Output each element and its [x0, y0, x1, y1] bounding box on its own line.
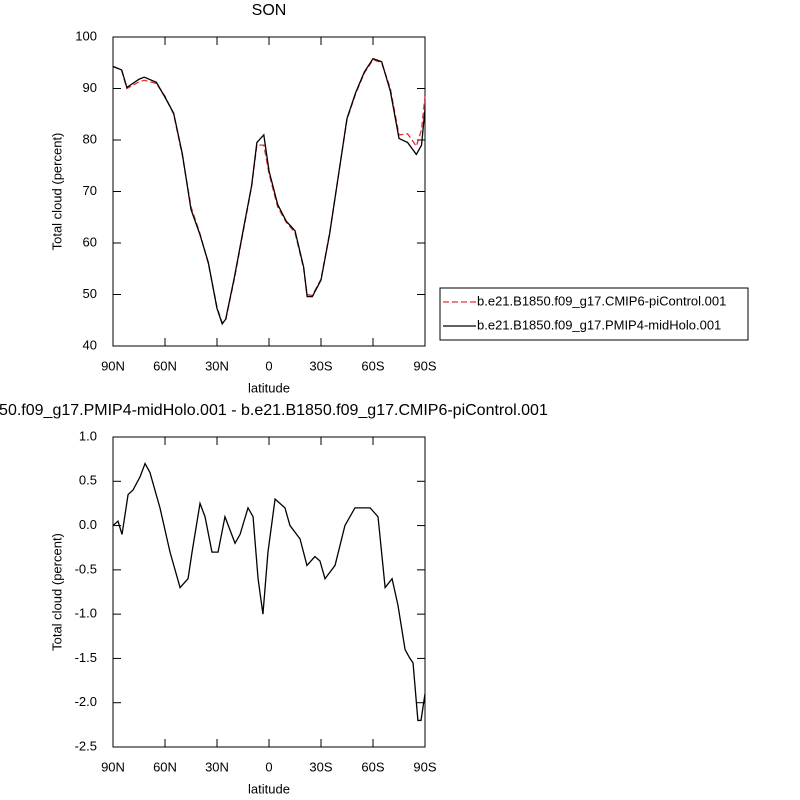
- y-tick-label: 0.0: [79, 517, 97, 532]
- y-tick-label: -1.5: [75, 650, 97, 665]
- x-tick-label: 90S: [413, 358, 436, 373]
- y-tick-label: 40: [83, 337, 97, 352]
- x-tick-label: 60N: [153, 358, 177, 373]
- x-tick-label: 90N: [101, 759, 125, 774]
- y-axis-label: Total cloud (percent): [49, 533, 64, 651]
- legend-label: b.e21.B1850.f09_g17.PMIP4-midHolo.001: [477, 317, 721, 332]
- x-tick-label: 60S: [361, 358, 384, 373]
- data-line: [112, 57, 426, 326]
- x-tick-label: 30S: [309, 759, 332, 774]
- x-axis-label: latitude: [248, 380, 290, 395]
- chart-title: 850.f09_g17.PMIP4-midHolo.001 - b.e21.B1…: [0, 402, 548, 419]
- x-tick-label: 90S: [413, 759, 436, 774]
- x-tick-label: 30N: [205, 759, 229, 774]
- y-tick-label: 90: [83, 80, 97, 95]
- y-tick-label: 60: [83, 234, 97, 249]
- plot-frame: [112, 436, 426, 748]
- y-tick-label: 0.5: [79, 473, 97, 488]
- x-tick-label: 30N: [205, 358, 229, 373]
- y-tick-label: -0.5: [75, 561, 97, 576]
- y-tick-label: 50: [83, 286, 97, 301]
- y-tick-label: 70: [83, 183, 97, 198]
- y-tick-label: 80: [83, 131, 97, 146]
- data-line: [112, 58, 426, 324]
- legend-label: b.e21.B1850.f09_g17.CMIP6-piControl.001: [477, 293, 726, 308]
- y-tick-label: 100: [75, 28, 97, 43]
- x-tick-label: 90N: [101, 358, 125, 373]
- x-tick-label: 0: [265, 358, 272, 373]
- x-tick-label: 60N: [153, 759, 177, 774]
- y-tick-label: -2.5: [75, 738, 97, 753]
- x-tick-label: 30S: [309, 358, 332, 373]
- x-axis-label: latitude: [248, 781, 290, 796]
- plot-frame: [112, 36, 426, 347]
- y-axis-label: Total cloud (percent): [49, 133, 64, 251]
- y-tick-label: -1.0: [75, 606, 97, 621]
- legend-box: [439, 287, 749, 341]
- x-tick-label: 60S: [361, 759, 384, 774]
- data-line: [112, 462, 426, 722]
- y-tick-label: 1.0: [79, 428, 97, 443]
- x-tick-label: 0: [265, 759, 272, 774]
- y-tick-label: -2.0: [75, 694, 97, 709]
- chart-title: SON: [252, 2, 287, 19]
